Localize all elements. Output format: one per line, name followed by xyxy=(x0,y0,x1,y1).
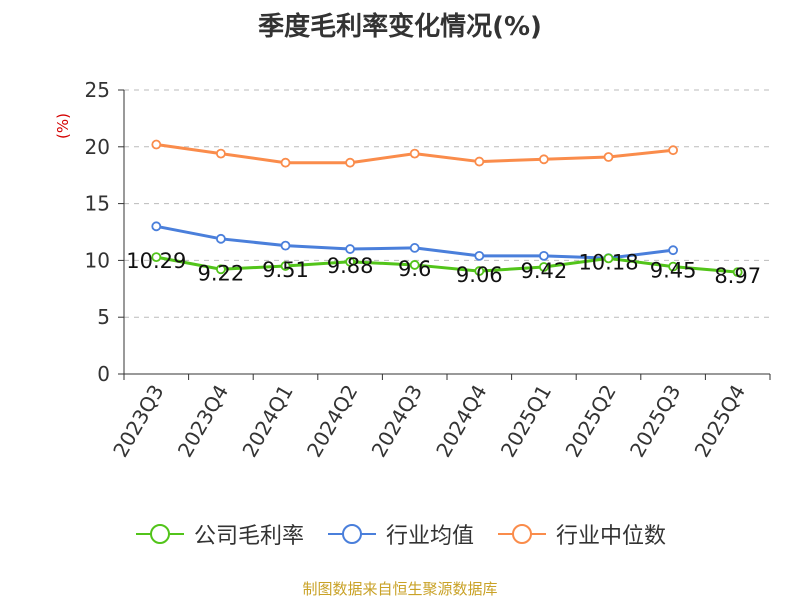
legend-label: 行业均值 xyxy=(385,524,474,549)
data-point xyxy=(151,139,162,150)
x-tick-label: 2025Q2 xyxy=(560,381,620,462)
data-point xyxy=(409,148,420,159)
data-point xyxy=(732,267,743,278)
chart-title: 季度毛利率变化情况(%) xyxy=(258,12,542,42)
data-point xyxy=(409,243,420,253)
data-point xyxy=(474,156,485,167)
data-point xyxy=(151,252,162,263)
data-point xyxy=(539,154,549,165)
legend-item[interactable]: 公司毛利率 xyxy=(134,518,304,550)
x-tick-label: 2023Q4 xyxy=(173,381,233,462)
data-point xyxy=(280,157,291,168)
data-point xyxy=(474,266,485,276)
data-label: 9.22 xyxy=(198,261,245,285)
source-note: 制图数据来自恒生聚源数据库 xyxy=(302,580,498,598)
data-label: 9.45 xyxy=(650,259,697,283)
data-label: 10.29 xyxy=(126,249,186,273)
data-point xyxy=(668,245,678,256)
x-tick-label: 2025Q3 xyxy=(625,381,685,462)
data-point xyxy=(539,250,549,261)
y-tick-label: 5 xyxy=(97,305,110,329)
data-point xyxy=(603,253,614,264)
x-tick-label: 2025Q4 xyxy=(690,381,750,462)
x-tick-label: 2024Q3 xyxy=(367,381,427,462)
data-label: 10.18 xyxy=(578,250,638,274)
data-point xyxy=(280,261,291,271)
legend-swatch-icon xyxy=(135,524,184,544)
x-tick-label: 2023Q3 xyxy=(108,381,168,462)
legend-item[interactable]: 行业中位数 xyxy=(496,518,666,550)
data-point xyxy=(215,264,226,275)
x-tick-label: 2025Q1 xyxy=(496,381,556,462)
data-point xyxy=(603,152,614,162)
data-point xyxy=(345,244,356,254)
legend: 公司毛利率 行业均值 行业中位数 xyxy=(0,518,800,550)
y-tick-label: 25 xyxy=(85,78,110,102)
data-label: 9.42 xyxy=(521,259,568,283)
data-point xyxy=(280,240,291,251)
data-point xyxy=(668,145,678,156)
x-tick-label: 2024Q4 xyxy=(431,381,491,462)
data-label: 9.88 xyxy=(327,254,374,278)
legend-label: 公司毛利率 xyxy=(193,524,304,549)
legend-item[interactable]: 行业均值 xyxy=(326,518,474,550)
x-tick-label: 2024Q2 xyxy=(302,381,362,462)
y-axis-label: (%) xyxy=(54,113,72,139)
data-label: 8.97 xyxy=(714,264,761,288)
data-point xyxy=(345,157,356,168)
data-point xyxy=(474,250,485,261)
data-point xyxy=(215,233,226,244)
y-tick-label: 15 xyxy=(85,192,110,216)
data-label: 9.06 xyxy=(456,263,503,287)
data-label: 9.51 xyxy=(262,258,309,282)
data-point xyxy=(539,262,549,272)
legend-swatch-icon xyxy=(327,524,376,544)
x-tick-label: 2024Q1 xyxy=(237,381,297,462)
legend-label: 行业中位数 xyxy=(556,524,667,549)
data-point xyxy=(151,221,162,232)
y-tick-label: 20 xyxy=(85,135,110,159)
data-point xyxy=(345,256,356,267)
data-point xyxy=(215,148,226,159)
y-tick-label: 10 xyxy=(85,248,110,272)
y-tick-label: 0 xyxy=(97,362,110,386)
data-label: 9.6 xyxy=(398,257,431,281)
data-point xyxy=(668,261,678,272)
legend-swatch-icon xyxy=(498,524,546,544)
data-point xyxy=(409,260,420,270)
series-line xyxy=(156,255,738,274)
